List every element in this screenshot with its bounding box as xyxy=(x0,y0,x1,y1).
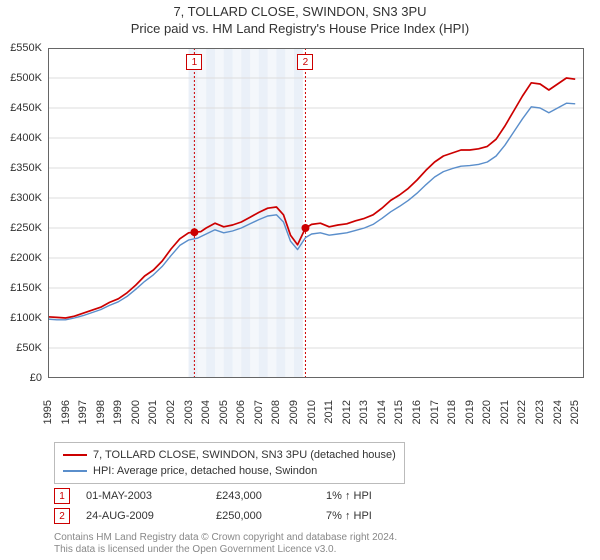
sale-diff: 1% ↑ HPI xyxy=(326,490,426,502)
y-tick-label: £250K xyxy=(10,222,42,234)
x-tick-label: 1996 xyxy=(60,400,72,424)
y-tick-label: £150K xyxy=(10,282,42,294)
x-tick-label: 2012 xyxy=(341,400,353,424)
footer-line: This data is licensed under the Open Gov… xyxy=(54,544,397,556)
callout-marker: 2 xyxy=(297,54,313,70)
legend-swatch xyxy=(63,470,87,472)
x-tick-label: 2022 xyxy=(516,400,528,424)
x-tick-label: 2000 xyxy=(130,400,142,424)
x-tick-label: 2019 xyxy=(464,400,476,424)
x-tick-label: 2013 xyxy=(358,400,370,424)
chart-subtitle: Price paid vs. HM Land Registry's House … xyxy=(0,21,600,36)
y-tick-label: £300K xyxy=(10,192,42,204)
sale-date: 01-MAY-2003 xyxy=(86,490,216,502)
sale-price: £250,000 xyxy=(216,510,326,522)
legend-label: 7, TOLLARD CLOSE, SWINDON, SN3 3PU (deta… xyxy=(93,449,396,461)
y-tick-label: £400K xyxy=(10,132,42,144)
sale-row: 1 01-MAY-2003 £243,000 1% ↑ HPI xyxy=(54,486,426,506)
footer-attribution: Contains HM Land Registry data © Crown c… xyxy=(54,532,397,556)
y-tick-label: £200K xyxy=(10,252,42,264)
sale-marker: 2 xyxy=(54,508,70,524)
x-tick-label: 2025 xyxy=(569,400,581,424)
legend-entry: HPI: Average price, detached house, Swin… xyxy=(63,463,396,479)
sale-diff: 7% ↑ HPI xyxy=(326,510,426,522)
x-tick-label: 2006 xyxy=(235,400,247,424)
sale-row: 2 24-AUG-2009 £250,000 7% ↑ HPI xyxy=(54,506,426,526)
y-tick-label: £350K xyxy=(10,162,42,174)
x-tick-label: 2005 xyxy=(218,400,230,424)
chart-title: 7, TOLLARD CLOSE, SWINDON, SN3 3PU xyxy=(0,4,600,19)
x-tick-label: 2002 xyxy=(165,400,177,424)
callout-marker: 1 xyxy=(186,54,202,70)
x-tick-label: 2010 xyxy=(306,400,318,424)
y-tick-label: £100K xyxy=(10,312,42,324)
legend: 7, TOLLARD CLOSE, SWINDON, SN3 3PU (deta… xyxy=(54,442,405,484)
x-tick-label: 1995 xyxy=(42,400,54,424)
legend-swatch xyxy=(63,454,87,456)
chart-plot-area: £0£50K£100K£150K£200K£250K£300K£350K£400… xyxy=(48,48,584,378)
x-tick-label: 2018 xyxy=(446,400,458,424)
y-axis-labels: £0£50K£100K£150K£200K£250K£300K£350K£400… xyxy=(2,48,46,378)
x-tick-label: 2003 xyxy=(183,400,195,424)
x-tick-label: 2024 xyxy=(552,400,564,424)
y-tick-label: £500K xyxy=(10,72,42,84)
x-tick-label: 2020 xyxy=(481,400,493,424)
x-tick-label: 2008 xyxy=(270,400,282,424)
x-tick-label: 2011 xyxy=(323,400,335,424)
x-tick-label: 2004 xyxy=(200,400,212,424)
x-tick-label: 2009 xyxy=(288,400,300,424)
x-tick-label: 1997 xyxy=(77,400,89,424)
x-tick-label: 2016 xyxy=(411,400,423,424)
y-tick-label: £450K xyxy=(10,102,42,114)
sales-table: 1 01-MAY-2003 £243,000 1% ↑ HPI 2 24-AUG… xyxy=(54,486,426,526)
chart-svg xyxy=(48,48,584,378)
legend-label: HPI: Average price, detached house, Swin… xyxy=(93,465,317,477)
x-tick-label: 2021 xyxy=(499,400,511,424)
sale-marker: 1 xyxy=(54,488,70,504)
y-tick-label: £0 xyxy=(30,372,42,384)
x-tick-label: 2007 xyxy=(253,400,265,424)
x-tick-label: 1998 xyxy=(95,400,107,424)
x-tick-label: 1999 xyxy=(112,400,124,424)
x-axis-labels: 1995199619971998199920002001200220032004… xyxy=(48,396,584,438)
x-tick-label: 2023 xyxy=(534,400,546,424)
x-tick-label: 2001 xyxy=(147,400,159,424)
legend-entry: 7, TOLLARD CLOSE, SWINDON, SN3 3PU (deta… xyxy=(63,447,396,463)
x-tick-label: 2014 xyxy=(376,400,388,424)
x-tick-label: 2015 xyxy=(393,400,405,424)
sale-date: 24-AUG-2009 xyxy=(86,510,216,522)
y-tick-label: £50K xyxy=(16,342,42,354)
chart-title-block: 7, TOLLARD CLOSE, SWINDON, SN3 3PU Price… xyxy=(0,0,600,36)
y-tick-label: £550K xyxy=(10,42,42,54)
footer-line: Contains HM Land Registry data © Crown c… xyxy=(54,532,397,544)
x-tick-label: 2017 xyxy=(429,400,441,424)
sale-price: £243,000 xyxy=(216,490,326,502)
